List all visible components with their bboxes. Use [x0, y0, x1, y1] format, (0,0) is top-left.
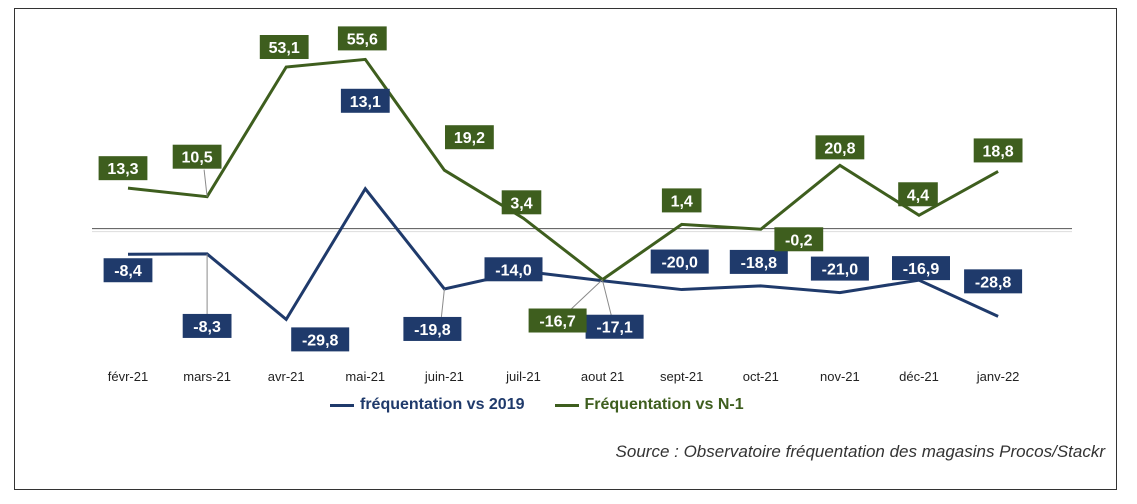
data-label-text: 1,4	[671, 193, 693, 210]
x-tick-label: juil-21	[505, 369, 541, 384]
data-label: -20,0	[650, 249, 709, 274]
legend-swatch-vs-2019	[330, 403, 354, 407]
data-label-text: 10,5	[182, 150, 213, 167]
source-note: Source : Observatoire fréquentation des …	[615, 442, 1105, 461]
data-label-box	[501, 190, 542, 215]
data-label-text: -8,3	[193, 319, 221, 336]
data-label-text: 18,8	[983, 143, 1014, 160]
x-tick-label: oct-21	[743, 369, 779, 384]
data-label-text: -8,4	[114, 263, 142, 280]
data-label-box	[98, 156, 148, 181]
data-label-text: 20,8	[824, 140, 855, 157]
data-label: 18,8	[973, 138, 1023, 163]
data-label-text: -21,0	[822, 262, 859, 279]
x-tick-label: mai-21	[345, 369, 385, 384]
x-tick-label: sept-21	[660, 369, 703, 384]
x-tick-label: aout 21	[581, 369, 624, 384]
data-label: -8,4	[103, 258, 153, 283]
legend-item-vs-2019: fréquentation vs 2019	[330, 396, 525, 414]
data-label: 53,1	[259, 35, 309, 60]
x-tick-label: mars-21	[183, 369, 231, 384]
data-label-box	[445, 125, 494, 150]
data-label-box	[259, 35, 309, 60]
data-label-box	[964, 269, 1023, 294]
data-label-text: -29,8	[302, 332, 339, 349]
data-label-box	[774, 227, 824, 252]
x-tick-label: avr-21	[268, 369, 305, 384]
label-leader-line	[569, 279, 603, 311]
data-label-text: -16,9	[903, 261, 940, 278]
data-label-text: 13,1	[350, 94, 381, 111]
legend-swatch-vs-n1	[554, 403, 579, 407]
data-label-text: 55,6	[347, 31, 378, 48]
series-line-vs-2019	[127, 186, 999, 322]
data-label-box	[182, 313, 232, 338]
data-label-box	[103, 258, 153, 283]
data-label-box	[403, 316, 462, 341]
data-label: 10,5	[172, 144, 222, 169]
x-tick-label: déc-21	[899, 369, 939, 384]
data-label-text: 53,1	[269, 40, 300, 57]
data-label-text: -0,2	[785, 232, 813, 249]
data-label: -14,0	[484, 257, 543, 282]
legend: fréquentation vs 2019 Fréquentation vs N…	[330, 396, 744, 414]
data-label: 20,8	[815, 135, 865, 160]
data-label-text: 4,4	[907, 187, 929, 204]
data-label-box	[661, 188, 702, 213]
data-label-box	[973, 138, 1023, 163]
data-label: -8,3	[182, 313, 232, 338]
data-label-text: -16,7	[539, 314, 576, 331]
data-label-box	[585, 314, 644, 339]
x-tick-label: févr-21	[108, 369, 148, 384]
data-label-text: -20,0	[661, 255, 698, 272]
data-label: 13,1	[340, 88, 390, 113]
x-tick-label: juin-21	[424, 369, 464, 384]
data-label-text: 13,3	[107, 161, 138, 178]
data-label-box	[340, 88, 390, 113]
data-label-box	[291, 327, 350, 352]
data-label-text: 3,4	[510, 195, 532, 212]
data-label-text: 19,2	[454, 130, 485, 147]
data-label: -18,8	[729, 249, 788, 274]
data-label: 3,4	[501, 190, 542, 215]
data-label-box	[650, 249, 709, 274]
data-label-box	[810, 256, 869, 281]
data-label-box	[892, 256, 950, 281]
data-label: 13,3	[98, 156, 148, 181]
data-label-text: -14,0	[495, 262, 532, 279]
data-label: -19,8	[403, 316, 462, 341]
legend-label-vs-n1: Fréquentation vs N-1	[584, 396, 744, 413]
data-label: -16,7	[528, 308, 587, 333]
data-label: 55,6	[337, 26, 387, 51]
data-label-box	[528, 308, 587, 333]
data-label-box	[172, 144, 222, 169]
legend-item-vs-n1: Fréquentation vs N-1	[554, 396, 744, 414]
data-label-box	[337, 26, 387, 51]
data-label: 19,2	[445, 125, 494, 150]
data-label-box	[484, 257, 543, 282]
data-label-text: -18,8	[741, 255, 778, 272]
data-label: 4,4	[898, 182, 938, 207]
data-label-text: -17,1	[596, 320, 633, 337]
data-label: 1,4	[661, 188, 702, 213]
data-label: -0,2	[774, 227, 824, 252]
data-label-box	[898, 182, 938, 207]
data-label-box	[729, 249, 788, 274]
x-tick-label: nov-21	[820, 369, 860, 384]
data-label: -29,8	[291, 327, 350, 352]
legend-label-vs-2019: fréquentation vs 2019	[360, 396, 525, 413]
data-label: -16,9	[892, 256, 950, 281]
data-label-box	[815, 135, 865, 160]
label-leader-line	[602, 280, 613, 317]
data-label: -28,8	[964, 269, 1023, 294]
label-leader-line	[203, 169, 208, 197]
data-label: -17,1	[585, 314, 644, 339]
data-label-text: -19,8	[414, 322, 451, 339]
series-line-vs-n1	[127, 57, 999, 282]
label-leader-line	[440, 288, 445, 317]
data-label-text: -28,8	[975, 274, 1012, 291]
x-tick-label: janv-22	[976, 369, 1020, 384]
data-label: -21,0	[810, 256, 869, 281]
